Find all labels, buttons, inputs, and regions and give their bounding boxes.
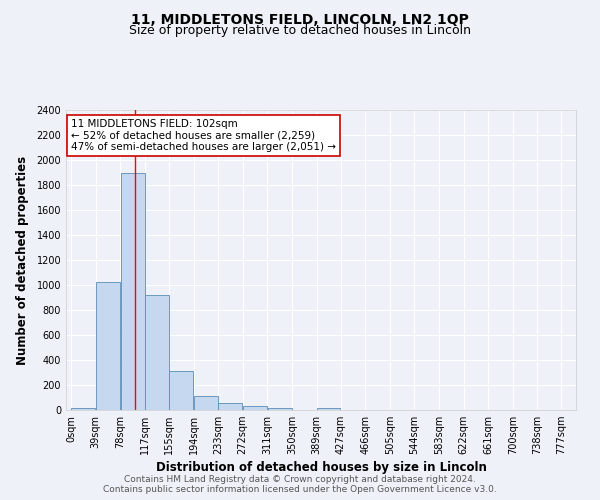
X-axis label: Distribution of detached houses by size in Lincoln: Distribution of detached houses by size … — [155, 462, 487, 474]
Bar — [218, 403, 242, 410]
Y-axis label: Number of detached properties: Number of detached properties — [16, 156, 29, 364]
Bar — [96, 282, 120, 410]
Text: 11, MIDDLETONS FIELD, LINCOLN, LN2 1QP: 11, MIDDLETONS FIELD, LINCOLN, LN2 1QP — [131, 12, 469, 26]
Bar — [243, 406, 267, 410]
Text: Contains HM Land Registry data © Crown copyright and database right 2024.
Contai: Contains HM Land Registry data © Crown c… — [103, 474, 497, 494]
Bar — [145, 295, 169, 410]
Bar — [268, 408, 292, 410]
Bar — [71, 408, 95, 410]
Bar — [194, 396, 218, 410]
Bar — [121, 172, 145, 410]
Text: 11 MIDDLETONS FIELD: 102sqm
← 52% of detached houses are smaller (2,259)
47% of : 11 MIDDLETONS FIELD: 102sqm ← 52% of det… — [71, 119, 336, 152]
Text: Size of property relative to detached houses in Lincoln: Size of property relative to detached ho… — [129, 24, 471, 37]
Bar — [317, 408, 340, 410]
Bar — [169, 371, 193, 410]
